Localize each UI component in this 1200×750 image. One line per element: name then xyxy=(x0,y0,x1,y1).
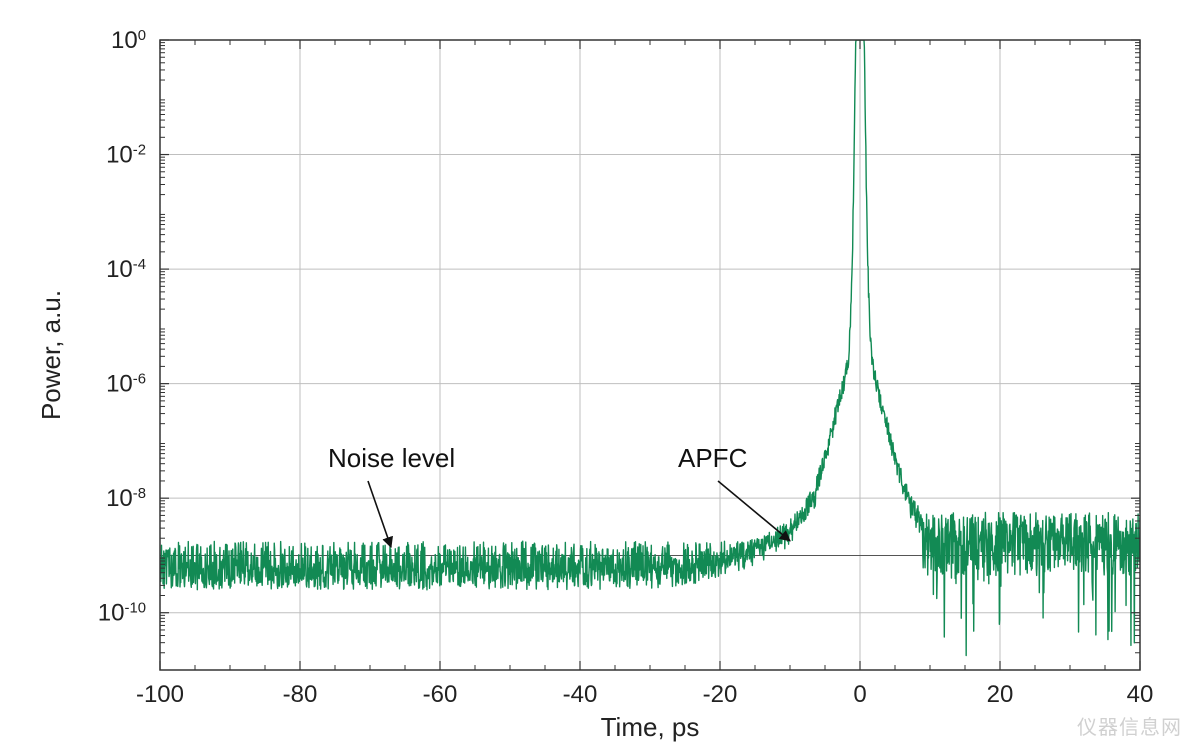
x-tick-label: 20 xyxy=(987,681,1014,708)
x-tick-label: -100 xyxy=(136,681,184,708)
x-tick-label: 0 xyxy=(853,681,866,708)
noise-label: Noise level xyxy=(328,443,455,473)
y-axis-label: Power, a.u. xyxy=(36,290,66,420)
power-time-chart: -100-80-60-40-2002040Time, ps10-1010-810… xyxy=(0,0,1200,750)
x-tick-label: -80 xyxy=(283,681,318,708)
x-tick-label: 40 xyxy=(1127,681,1154,708)
x-axis-label: Time, ps xyxy=(601,712,700,742)
x-tick-label: -20 xyxy=(703,681,738,708)
apfc-label: APFC xyxy=(678,443,747,473)
chart-container: -100-80-60-40-2002040Time, ps10-1010-810… xyxy=(0,0,1200,750)
x-tick-label: -40 xyxy=(563,681,598,708)
x-tick-label: -60 xyxy=(423,681,458,708)
